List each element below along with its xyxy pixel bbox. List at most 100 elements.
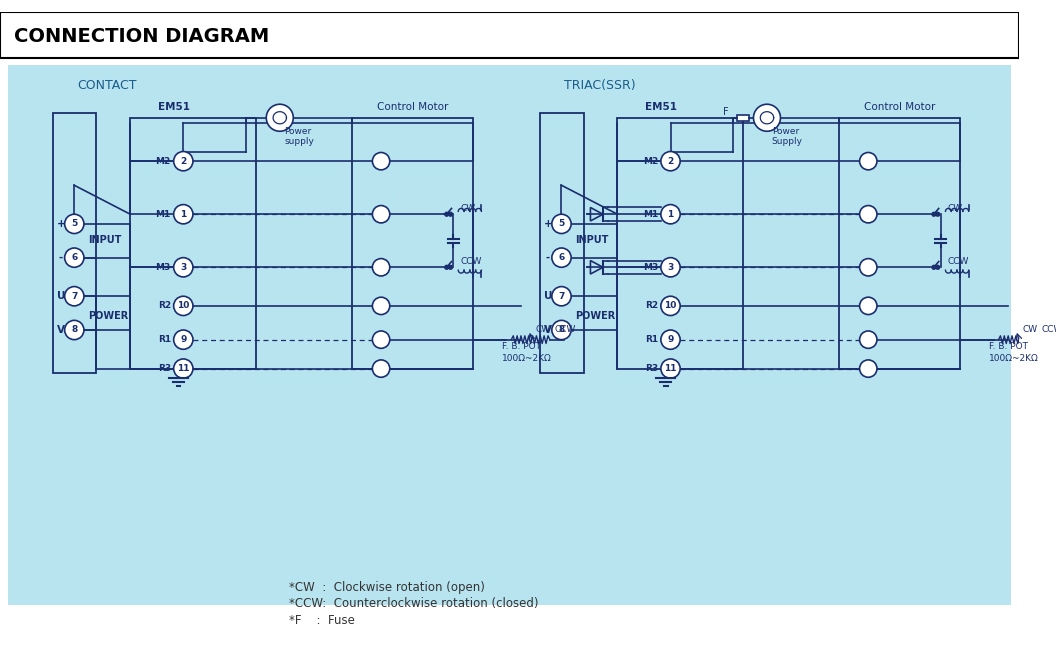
- Text: CCW: CCW: [1042, 325, 1056, 334]
- Text: F. B. POT: F. B. POT: [502, 343, 541, 351]
- Text: 6: 6: [559, 253, 565, 262]
- Circle shape: [449, 213, 452, 216]
- Bar: [618, 117, 742, 368]
- Circle shape: [552, 320, 571, 340]
- Text: Control Motor: Control Motor: [377, 102, 448, 112]
- Circle shape: [936, 265, 940, 269]
- Text: 1: 1: [667, 210, 674, 218]
- Circle shape: [552, 248, 571, 267]
- Circle shape: [373, 297, 390, 315]
- Circle shape: [860, 259, 876, 276]
- Circle shape: [64, 320, 83, 340]
- Text: 7: 7: [71, 292, 77, 301]
- Text: CW: CW: [1022, 325, 1038, 334]
- Circle shape: [173, 152, 193, 171]
- Circle shape: [860, 205, 876, 223]
- Circle shape: [173, 257, 193, 277]
- Text: POWER: POWER: [576, 310, 616, 321]
- Circle shape: [373, 152, 390, 170]
- Text: Power: Power: [772, 127, 799, 137]
- Circle shape: [661, 205, 680, 224]
- Text: 9: 9: [667, 335, 674, 344]
- Text: U: U: [57, 291, 65, 301]
- Circle shape: [449, 265, 452, 269]
- Text: CCW: CCW: [460, 257, 482, 267]
- Text: CONNECTION DIAGRAM: CONNECTION DIAGRAM: [14, 27, 269, 46]
- Circle shape: [552, 214, 571, 234]
- Circle shape: [661, 296, 680, 315]
- Text: 10: 10: [664, 302, 677, 310]
- Text: 3: 3: [667, 263, 674, 272]
- Text: M1: M1: [155, 210, 171, 218]
- Text: 11: 11: [664, 364, 677, 373]
- Text: 2: 2: [667, 156, 674, 166]
- Text: M1: M1: [643, 210, 658, 218]
- Text: CW: CW: [460, 205, 475, 213]
- Text: Power: Power: [285, 127, 312, 137]
- Circle shape: [661, 359, 680, 378]
- Text: M2: M2: [643, 156, 658, 166]
- Text: *CW  :  Clockwise rotation (open): *CW : Clockwise rotation (open): [289, 581, 486, 594]
- Circle shape: [173, 359, 193, 378]
- Text: R1: R1: [645, 335, 658, 344]
- Circle shape: [173, 296, 193, 315]
- Circle shape: [173, 205, 193, 224]
- Circle shape: [445, 265, 449, 269]
- Text: R3: R3: [157, 364, 171, 373]
- Text: CCW: CCW: [554, 325, 577, 334]
- Circle shape: [373, 205, 390, 223]
- Bar: [0, 12, 1019, 58]
- Bar: [541, 113, 584, 374]
- Text: 8: 8: [71, 325, 77, 335]
- Circle shape: [173, 330, 193, 349]
- Text: INPUT: INPUT: [576, 235, 608, 246]
- Text: -: -: [546, 253, 550, 263]
- Circle shape: [661, 257, 680, 277]
- Text: EM51: EM51: [645, 102, 677, 112]
- Text: U: U: [544, 291, 552, 301]
- Circle shape: [64, 286, 83, 306]
- Circle shape: [445, 213, 449, 216]
- Text: 100Ω~2KΩ: 100Ω~2KΩ: [502, 354, 551, 363]
- Text: V: V: [544, 325, 552, 335]
- Circle shape: [552, 286, 571, 306]
- Text: CW: CW: [947, 205, 962, 213]
- Text: V: V: [57, 325, 64, 335]
- Text: TRIAC(SSR): TRIAC(SSR): [564, 79, 636, 92]
- Text: 3: 3: [181, 263, 187, 272]
- Text: M3: M3: [155, 263, 171, 272]
- Text: 2: 2: [181, 156, 187, 166]
- Bar: [840, 117, 960, 368]
- Text: 10: 10: [177, 302, 189, 310]
- Circle shape: [661, 330, 680, 349]
- Text: M3: M3: [643, 263, 658, 272]
- Circle shape: [932, 265, 936, 269]
- Circle shape: [860, 360, 876, 378]
- Text: CONTACT: CONTACT: [77, 79, 136, 92]
- Circle shape: [932, 213, 936, 216]
- Text: Control Motor: Control Motor: [864, 102, 936, 112]
- Text: 5: 5: [559, 219, 565, 228]
- Text: 100Ω~2KΩ: 100Ω~2KΩ: [988, 354, 1039, 363]
- Circle shape: [373, 360, 390, 378]
- Text: R2: R2: [157, 302, 171, 310]
- Circle shape: [64, 248, 83, 267]
- Text: R2: R2: [645, 302, 658, 310]
- Text: CW: CW: [535, 325, 550, 334]
- Bar: [53, 113, 96, 374]
- Text: INPUT: INPUT: [88, 235, 121, 246]
- Circle shape: [661, 152, 680, 171]
- Text: +: +: [544, 219, 552, 229]
- Bar: [737, 115, 749, 121]
- Text: POWER: POWER: [88, 310, 128, 321]
- Text: 9: 9: [181, 335, 187, 344]
- Text: *CCW:  Counterclockwise rotation (closed): *CCW: Counterclockwise rotation (closed): [289, 597, 539, 611]
- Circle shape: [266, 104, 294, 131]
- Text: Supply: Supply: [772, 137, 803, 146]
- Circle shape: [373, 259, 390, 276]
- Text: M2: M2: [155, 156, 171, 166]
- Circle shape: [936, 213, 940, 216]
- Text: CCW: CCW: [947, 257, 968, 267]
- Circle shape: [860, 152, 876, 170]
- Circle shape: [64, 214, 83, 234]
